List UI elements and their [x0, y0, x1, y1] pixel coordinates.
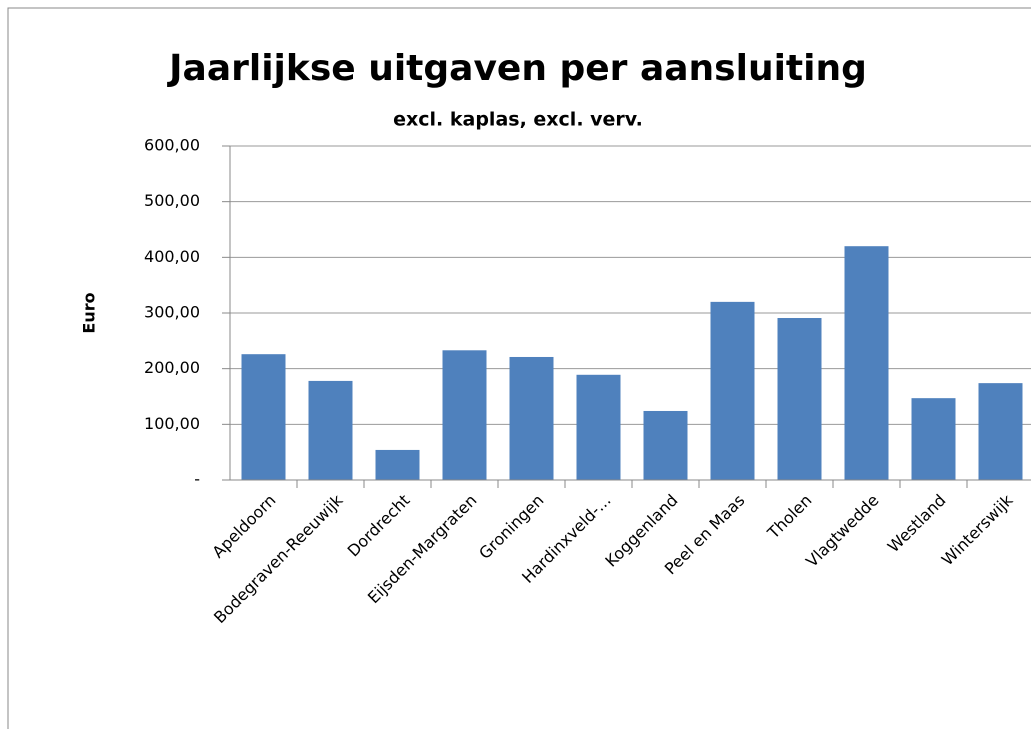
chart-subtitle: excl. kaplas, excl. verv.	[393, 109, 643, 131]
bar	[241, 354, 286, 480]
bar	[576, 374, 621, 480]
bar	[375, 449, 420, 480]
bar	[978, 383, 1023, 480]
bar	[442, 350, 487, 480]
y-tick-label: 400,00	[144, 247, 200, 266]
y-tick-label: 500,00	[144, 191, 200, 210]
bar	[509, 356, 554, 480]
bar	[308, 380, 353, 480]
bar	[643, 410, 688, 480]
y-axis-label: Euro	[80, 292, 99, 333]
chart-title: Jaarlijkse uitgaven per aansluiting	[166, 48, 867, 89]
bar	[911, 398, 956, 480]
bar	[844, 246, 889, 480]
y-tick-label: 200,00	[144, 358, 200, 377]
bar	[777, 318, 822, 480]
y-tick-label: 300,00	[144, 303, 200, 322]
y-tick-label: -	[194, 470, 200, 489]
y-tick-label: 100,00	[144, 414, 200, 433]
y-tick-label: 600,00	[144, 136, 200, 155]
bar	[710, 301, 755, 480]
